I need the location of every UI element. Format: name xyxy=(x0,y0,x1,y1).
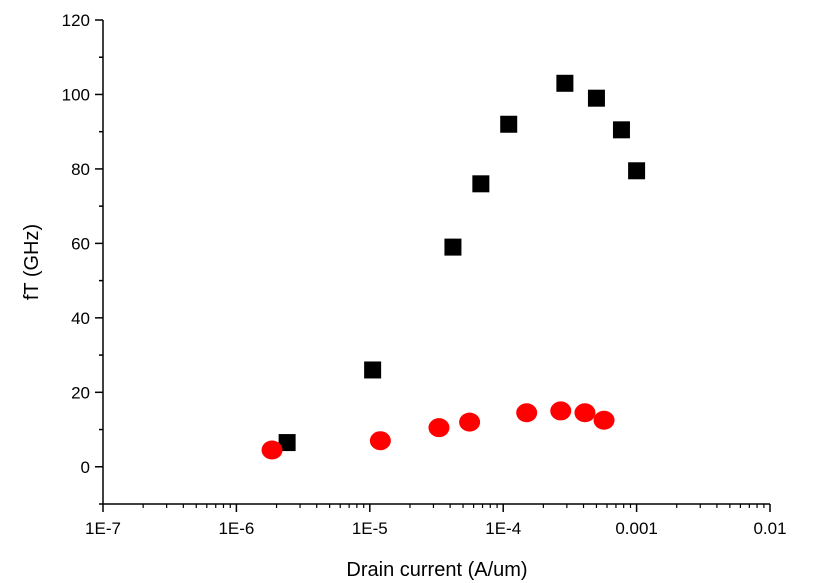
data-point-square xyxy=(278,434,296,452)
data-point-square xyxy=(472,175,490,193)
y-axis-title: fT (GHz) xyxy=(21,224,43,300)
x-tick-label: 1E-5 xyxy=(352,519,388,538)
data-point-circle xyxy=(261,440,283,460)
axes xyxy=(102,20,770,505)
y-tick-label: 80 xyxy=(71,160,90,179)
y-axis-ticks: 0 20 40 60 80 100 120 xyxy=(62,11,103,505)
x-tick-label: 1E-4 xyxy=(485,519,521,538)
data-point-square xyxy=(556,74,574,92)
data-point-circle xyxy=(428,418,450,438)
data-point-circle xyxy=(574,403,596,423)
data-point-circle xyxy=(516,403,538,423)
y-tick-label: 0 xyxy=(81,458,90,477)
y-tick-label: 20 xyxy=(71,383,90,402)
data-point-circle xyxy=(369,431,391,451)
y-tick-label: 60 xyxy=(71,234,90,253)
data-point-square xyxy=(628,162,646,180)
x-tick-label: 0.001 xyxy=(615,519,658,538)
data-point-square xyxy=(500,115,518,133)
data-marks xyxy=(261,74,646,460)
y-tick-label: 120 xyxy=(62,11,90,30)
x-axis-ticks: 1E-7 1E-6 1E-5 1E-4 0.001 0.01 xyxy=(85,504,787,538)
data-point-square xyxy=(364,361,382,379)
data-point-circle xyxy=(593,410,615,430)
x-tick-label: 1E-6 xyxy=(218,519,254,538)
y-tick-label: 40 xyxy=(71,309,90,328)
x-tick-label: 0.01 xyxy=(753,519,786,538)
x-tick-label: 1E-7 xyxy=(85,519,121,538)
y-tick-label: 100 xyxy=(62,85,90,104)
data-point-square xyxy=(612,121,630,139)
data-point-square xyxy=(444,238,462,256)
data-point-square xyxy=(587,89,605,107)
x-axis-title: Drain current (A/um) xyxy=(346,559,527,581)
data-point-circle xyxy=(550,401,572,421)
data-point-circle xyxy=(459,412,481,432)
